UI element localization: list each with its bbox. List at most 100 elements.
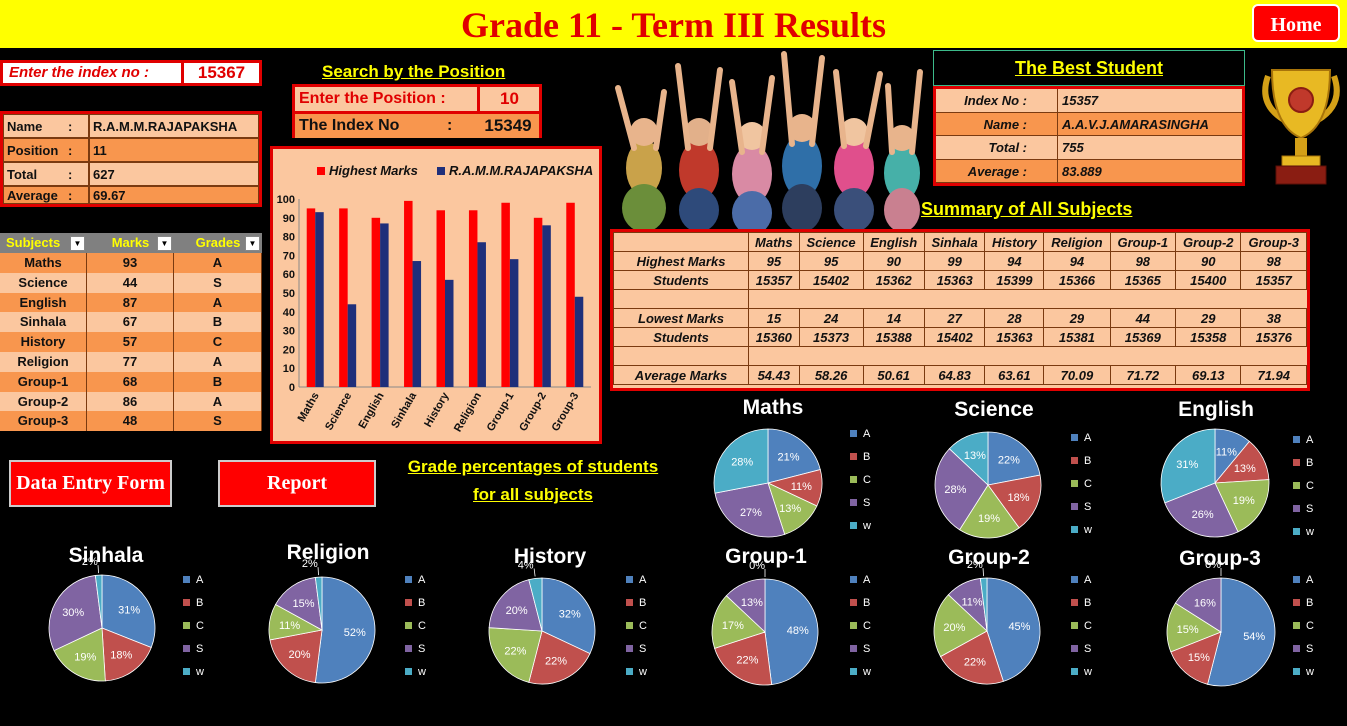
summary-cell: 50.61 — [862, 365, 925, 385]
legend-item: S — [626, 637, 647, 660]
best-student-row: Index No : 15357 — [936, 89, 1242, 113]
legend-swatch — [1071, 457, 1078, 464]
legend-item: B — [850, 445, 871, 468]
marks-cell-grade: S — [174, 411, 262, 432]
y-tick-label: 80 — [283, 232, 295, 244]
legend-swatch — [1071, 526, 1078, 533]
filter-dropdown-icon[interactable]: ▼ — [70, 236, 85, 251]
filter-dropdown-icon[interactable]: ▼ — [157, 236, 172, 251]
pie-slice — [986, 577, 1041, 682]
table-row: Science 44 S — [0, 272, 262, 293]
pie-leader-line — [317, 567, 319, 576]
bar — [315, 212, 324, 387]
pie-slice — [979, 577, 988, 632]
legend-item: S — [1293, 637, 1314, 660]
marks-cell-subject: Science — [0, 272, 87, 293]
pie-value-label: 28% — [731, 457, 753, 469]
pie-value-label: 26% — [1192, 509, 1214, 521]
pie-value-label: 19% — [1233, 495, 1255, 507]
legend-label: C — [863, 473, 871, 486]
summary-cell — [799, 346, 864, 366]
pie-slice — [48, 574, 103, 652]
best-student-row: Name : A.A.V.J.AMARASINGHA — [936, 112, 1242, 136]
legend-label: A — [418, 573, 426, 586]
summary-cell: 94 — [1043, 251, 1111, 271]
header-subjects[interactable]: Subjects ▼ — [0, 233, 87, 253]
report-button[interactable]: Report — [218, 460, 376, 507]
pie-slice — [528, 577, 543, 632]
best-student-table: Index No : 15357 Name : A.A.V.J.AMARASINGHA… — [933, 86, 1245, 186]
x-tick-label: Sinhala — [389, 390, 419, 431]
legend-swatch — [1293, 505, 1300, 512]
legend-swatch — [850, 522, 857, 529]
marks-cell-grade: B — [174, 371, 262, 392]
header-marks-label: Marks — [111, 235, 150, 250]
legend-label: A — [1084, 573, 1092, 586]
legend-label: A — [1306, 573, 1314, 586]
marks-cell-mark: 93 — [87, 253, 174, 273]
index-input[interactable]: 15367 — [197, 63, 246, 82]
summary-row-average: Average Marks 54.43 58.26 50.61 64.83 63.61 70… — [613, 365, 1307, 385]
pie-title-sinhala: Sinhala — [68, 544, 144, 567]
pie-slice — [275, 576, 323, 631]
legend-label: S — [1084, 642, 1092, 655]
legend-label: C — [863, 619, 871, 632]
summary-column-header: Maths — [748, 232, 800, 252]
summary-row-label — [613, 289, 749, 309]
summary-cell: 99 — [923, 251, 986, 271]
pie-value-label: 11% — [1216, 446, 1237, 458]
pie-slice — [948, 431, 989, 486]
header-marks[interactable]: Marks ▼ — [87, 233, 174, 253]
pie-value-label: 19% — [74, 651, 96, 663]
best-student-label: Index No : — [936, 89, 1058, 112]
pie-value-label: 22% — [545, 656, 567, 668]
data-entry-form-button[interactable]: Data Entry Form — [9, 460, 172, 507]
legend-label: S — [863, 496, 871, 509]
summary-column-header: Group-1 — [1109, 232, 1177, 252]
pie-slice — [488, 579, 543, 632]
pie-value-label: 13% — [1234, 463, 1256, 475]
summary-row-lowest: Lowest Marks 15 24 14 27 28 29 44 29 38 — [613, 308, 1307, 328]
pie-value-label: 31% — [1176, 459, 1198, 471]
pie-value-label: 22% — [736, 655, 758, 667]
students-photo — [604, 48, 926, 235]
pie-value-label: 45% — [1008, 621, 1030, 633]
legend-item: A — [1293, 428, 1314, 451]
marks-cell-mark: 48 — [87, 411, 174, 432]
home-button[interactable]: Home — [1252, 4, 1340, 42]
pie-value-label: 31% — [118, 605, 140, 617]
position-input[interactable]: 10 — [500, 89, 519, 108]
pie-value-label: 21% — [778, 452, 800, 464]
summary-cell: 15357 — [748, 270, 800, 290]
legend-swatch — [1071, 645, 1078, 652]
legend-item: S — [405, 637, 426, 660]
summary-cell: 38 — [1240, 308, 1307, 328]
pie-slice — [940, 630, 1004, 685]
summary-row-label: Students — [613, 270, 749, 290]
pie-leader-line — [97, 565, 99, 574]
y-tick-label: 10 — [283, 363, 295, 375]
filter-dropdown-icon[interactable]: ▼ — [245, 236, 260, 251]
best-student-label: Name : — [936, 112, 1058, 135]
legend-label: C — [1306, 619, 1314, 632]
summary-cell — [1110, 346, 1176, 366]
header-grades[interactable]: Grades ▼ — [174, 233, 262, 253]
summary-column-header: Sinhala — [923, 232, 986, 252]
legend-label: B — [1084, 596, 1092, 609]
search-box: Enter the Position : 10 The Index No : 1… — [292, 84, 542, 138]
legend-item: B — [1071, 449, 1092, 472]
legend-item: A — [850, 568, 871, 591]
legend-item: w — [850, 514, 871, 537]
pie-slice — [725, 578, 766, 633]
index-no-value: 15349 — [484, 116, 532, 135]
y-tick-label: 60 — [283, 269, 295, 281]
legend-item: C — [1071, 614, 1092, 637]
index-no-colon: : — [447, 117, 453, 134]
pie-slice — [1174, 577, 1222, 633]
student-name-label: Name — [3, 114, 69, 138]
legend-swatch — [1293, 576, 1300, 583]
summary-cell — [1175, 289, 1241, 309]
summary-cell: 24 — [798, 308, 864, 328]
